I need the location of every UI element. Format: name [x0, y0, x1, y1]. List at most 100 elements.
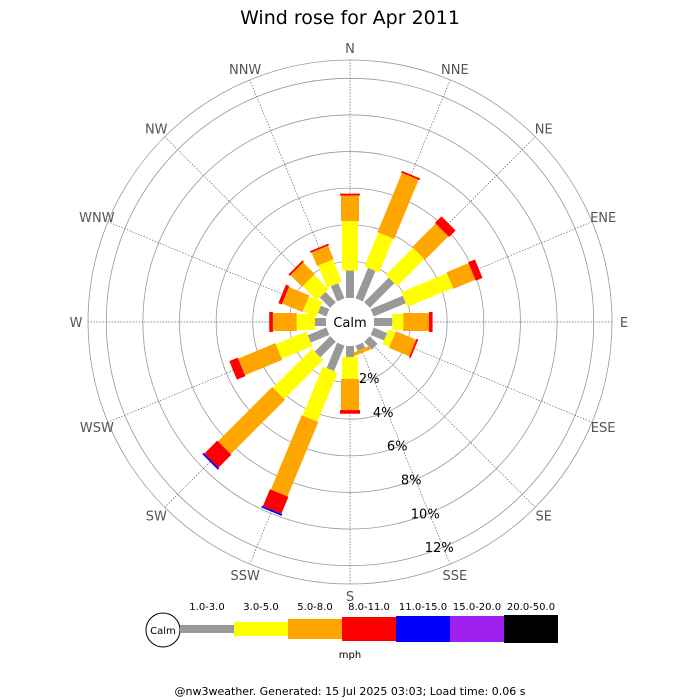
bar-segment-8.0-11.0: [468, 259, 483, 281]
grid-ring: [215, 187, 485, 457]
bar-segment-3.0-5.0: [275, 331, 313, 359]
bar-segment-5.0-8.0: [270, 415, 319, 497]
bar-segment-3.0-5.0: [401, 273, 454, 307]
speed-legend: Calm 1.0-3.0 3.0-5.0 5.0-8.0 8.0-11.0 11.0-15…: [145, 602, 558, 661]
calm-label: Calm: [333, 316, 366, 331]
bar-segment-1.0-3.0: [374, 318, 393, 326]
bar-segment-3.0-5.0: [392, 314, 404, 330]
direction-label-S: S: [346, 590, 354, 605]
direction-label-NNE: NNE: [441, 63, 469, 78]
direction-label-N: N: [345, 42, 355, 57]
direction-label-SSW: SSW: [230, 569, 260, 584]
bar-segment-11.0-15.0: [261, 505, 283, 516]
bar-segment-5.0-8.0: [389, 331, 417, 357]
legend-swatch-5.0-8.0: [288, 619, 342, 639]
bar-segment-8.0-11.0: [278, 284, 290, 305]
bar-segment-5.0-8.0: [403, 313, 429, 331]
direction-label-ENE: ENE: [590, 211, 616, 226]
direction-label-SW: SW: [146, 510, 167, 525]
bar-segment-8.0-11.0: [229, 357, 246, 380]
bar-segment-5.0-8.0: [272, 313, 297, 331]
wind-bar-S: [340, 346, 360, 414]
bar-segment-3.0-5.0: [342, 221, 358, 271]
wind-bar-E: [374, 312, 433, 332]
bar-segment-3.0-5.0: [302, 274, 329, 301]
radial-tick-label: 2%: [359, 372, 380, 387]
bar-segment-5.0-8.0: [238, 343, 283, 376]
bar-segment-1.0-3.0: [330, 283, 345, 302]
bar-segment-5.0-8.0: [290, 262, 315, 287]
bar-segment-11.0-15.0: [202, 452, 220, 470]
bar-segment-8.0-11.0: [262, 489, 289, 514]
bar-segment-3.0-5.0: [364, 232, 394, 273]
wind-bar-ESE: [370, 327, 419, 358]
bar-segment-1.0-3.0: [307, 327, 330, 343]
bar-segment-3.0-5.0: [302, 296, 323, 317]
bar-segment-5.0-8.0: [412, 223, 449, 260]
bar-segment-1.0-3.0: [364, 277, 395, 308]
wind-bar-ENE: [370, 259, 483, 317]
legend-calm-label: Calm: [150, 626, 176, 637]
bar-segment-8.0-11.0: [428, 312, 433, 332]
wind-bar-NE: [364, 216, 456, 308]
bar-segment-5.0-8.0: [282, 286, 310, 313]
legend-label-20.0-50.0: 20.0-50.0: [507, 602, 555, 613]
bar-segment-1.0-3.0: [370, 295, 406, 317]
bar-segment-5.0-8.0: [377, 172, 419, 239]
bar-segment-8.0-11.0: [401, 170, 421, 181]
bar-segment-1.0-3.0: [315, 318, 326, 326]
radial-tick-labels: 2% 4% 6% 8% 10% 12%: [359, 372, 454, 556]
legend-units: mph: [339, 650, 361, 661]
wind-bar-SE: [364, 336, 378, 350]
bar-segment-1.0-3.0: [346, 346, 354, 357]
footer-text: @nw3weather. Generated: 15 Jul 2025 03:0…: [175, 685, 526, 698]
radial-tick-label: 8%: [401, 473, 422, 488]
direction-label-WNW: WNW: [79, 211, 115, 226]
bar-segment-1.0-3.0: [370, 327, 388, 341]
bar-segment-1.0-3.0: [364, 336, 378, 350]
direction-label-WSW: WSW: [80, 421, 114, 436]
direction-label-NW: NW: [145, 122, 168, 137]
bar-segment-1.0-3.0: [317, 305, 330, 317]
bar-segment-1.0-3.0: [355, 267, 376, 302]
bar-segment-8.0-11.0: [288, 260, 304, 276]
bar-segment-5.0-8.0: [311, 245, 334, 267]
legend-swatch-11.0-15.0: [396, 616, 450, 642]
calm-circle: Calm: [326, 298, 374, 346]
bar-segment-3.0-5.0: [385, 247, 425, 287]
legend-label-8.0-11.0: 8.0-11.0: [348, 602, 390, 613]
bar-segment-8.0-11.0: [408, 338, 419, 358]
bar-segment-1.0-3.0: [355, 342, 365, 351]
bar-segment-3.0-5.0: [342, 356, 358, 379]
bar-segment-8.0-11.0: [269, 312, 273, 332]
direction-label-W: W: [70, 316, 83, 331]
wind-bar-SW: [202, 336, 336, 470]
bar-segment-5.0-8.0: [217, 386, 286, 455]
legend-label-15.0-20.0: 15.0-20.0: [453, 602, 501, 613]
bar-segment-5.0-8.0: [341, 378, 359, 411]
direction-label-SSE: SSE: [442, 569, 467, 584]
direction-labels: N NNE NE ENE E ESE SE SSE S SSW SW WSW W WNW NW NNW: [70, 42, 629, 605]
bar-segment-3.0-5.0: [302, 366, 338, 422]
bar-segment-8.0-11.0: [340, 410, 360, 414]
grid-ring: [179, 151, 521, 493]
bar-segment-3.0-5.0: [318, 259, 342, 288]
chart-title: Wind rose for Apr 2011: [240, 7, 460, 29]
legend-label-3.0-5.0: 3.0-5.0: [243, 602, 278, 613]
radial-tick-label: 4%: [373, 406, 394, 421]
bar-segment-8.0-11.0: [204, 440, 232, 468]
wind-bar-W: [269, 312, 326, 332]
wind-bar-WNW: [278, 284, 330, 317]
wind-bar-NW: [288, 260, 336, 308]
radial-tick-label: 10%: [411, 507, 440, 522]
bar-segment-1.0-3.0: [326, 342, 345, 372]
radial-tick-label: 6%: [387, 440, 408, 455]
legend-label-11.0-15.0: 11.0-15.0: [399, 602, 447, 613]
bar-segment-5.0-8.0: [341, 195, 359, 222]
wind-bar-SSE: [352, 342, 372, 357]
direction-label-SE: SE: [536, 510, 552, 525]
bar-segment-3.0-5.0: [296, 314, 316, 330]
bar-segment-5.0-8.0: [446, 263, 476, 289]
legend-swatch-15.0-20.0: [450, 616, 504, 642]
direction-label-NNW: NNW: [229, 63, 261, 78]
